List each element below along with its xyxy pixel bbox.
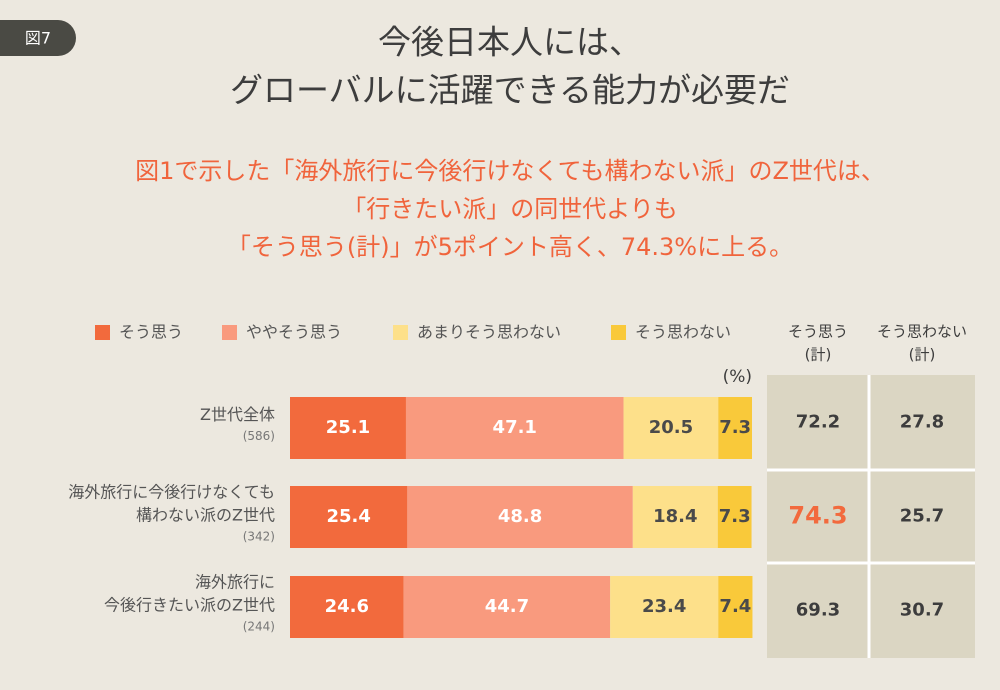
category-label: 構わない派のZ世代 xyxy=(136,505,275,524)
bar-segment xyxy=(718,576,753,638)
subtitle-line: 「そう思う(計)」が5ポイント高く、74.3%に上る。 xyxy=(227,233,793,261)
badge-edge xyxy=(0,20,30,56)
table-value: 30.7 xyxy=(900,600,944,621)
value-label: 7.3 xyxy=(719,417,751,438)
table-header: (計) xyxy=(909,346,936,364)
bar-segment xyxy=(623,397,719,459)
bar-segment xyxy=(407,486,633,548)
category-note: (244) xyxy=(243,619,275,633)
value-label: 7.3 xyxy=(719,506,751,527)
value-label: 44.7 xyxy=(485,596,529,617)
value-label: 25.1 xyxy=(326,417,370,438)
legend-swatch xyxy=(611,325,626,340)
legend-swatch xyxy=(95,325,110,340)
category-label: Z世代全体 xyxy=(200,405,275,424)
value-label: 20.5 xyxy=(649,417,693,438)
category-note: (586) xyxy=(243,429,275,443)
table-value: 74.3 xyxy=(788,502,847,530)
bar-segment xyxy=(290,486,408,548)
bar-segment xyxy=(632,486,718,548)
table-value: 72.2 xyxy=(796,412,840,433)
bar-segment xyxy=(610,576,719,638)
title-line: グローバルに活躍できる能力が必要だ xyxy=(230,71,790,110)
category-note: (342) xyxy=(243,529,275,543)
value-label: 7.4 xyxy=(719,596,751,617)
value-label: 23.4 xyxy=(642,596,686,617)
value-label: 18.4 xyxy=(653,506,697,527)
legend-label: ややそう思う xyxy=(246,323,342,342)
unit-label: (%) xyxy=(723,367,752,387)
title-line: 今後日本人には、 xyxy=(378,23,642,62)
table-bg xyxy=(767,375,975,658)
legend-label: そう思う xyxy=(119,323,183,342)
table-value: 25.7 xyxy=(900,506,944,527)
table-header: そう思う xyxy=(788,323,848,341)
table-value: 27.8 xyxy=(900,412,944,433)
bar-segment xyxy=(403,576,611,638)
legend-swatch xyxy=(222,325,237,340)
table-header: そう思わない xyxy=(877,323,967,341)
subtitle-line: 「行きたい派」の同世代よりも xyxy=(342,195,678,223)
bar-segment xyxy=(290,397,406,459)
legend-label: あまりそう思わない xyxy=(417,323,561,342)
value-label: 24.6 xyxy=(325,596,369,617)
bar-segment xyxy=(405,397,624,459)
bar-segment xyxy=(290,576,404,638)
value-label: 47.1 xyxy=(493,417,537,438)
legend-swatch xyxy=(393,325,408,340)
bar-segment xyxy=(717,486,752,548)
category-label: 海外旅行に今後行けなくても xyxy=(68,482,275,501)
category-label: 今後行きたい派のZ世代 xyxy=(104,595,275,614)
figure-label: 図7 xyxy=(25,29,51,48)
table-header: (計) xyxy=(805,346,832,364)
value-label: 25.4 xyxy=(326,506,370,527)
table-value: 69.3 xyxy=(796,600,840,621)
subtitle-line: 図1で示した「海外旅行に今後行けなくても構わない派」のZ世代は、 xyxy=(135,157,885,185)
legend-label: そう思わない xyxy=(635,323,731,342)
value-label: 48.8 xyxy=(498,506,542,527)
bar-segment xyxy=(718,397,752,459)
category-label: 海外旅行に xyxy=(195,572,275,591)
